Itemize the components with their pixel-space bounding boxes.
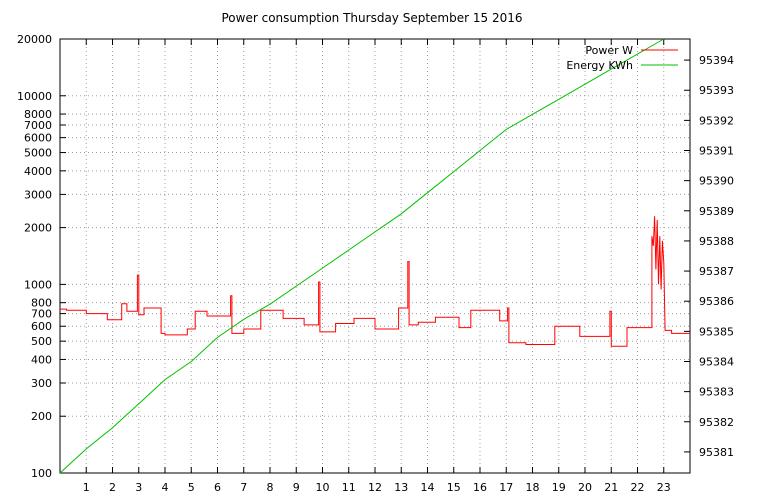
y-right-tick-label: 95392 [699,114,734,127]
y-left-tick-label: 7000 [24,119,52,132]
y-right-tick-label: 95382 [699,416,734,429]
y-right-tick-label: 95388 [699,235,734,248]
y-right-tick-label: 95391 [699,145,734,158]
y-right-tick-label: 95390 [699,175,734,188]
y-left-tick-label: 1000 [24,278,52,291]
y-right-tick-label: 95381 [699,446,734,459]
x-tick-label: 8 [267,481,274,494]
y-left-tick-label: 6000 [24,132,52,145]
y-left-tick-label: 400 [31,353,52,366]
legend-label: Power W [585,44,633,57]
grid-layer [60,39,690,473]
x-tick-label: 21 [604,481,618,494]
y-right-tick-label: 95385 [699,325,734,338]
y-right-tick-label: 95387 [699,265,734,278]
x-tick-label: 13 [394,481,408,494]
y-left-tick-label: 2000 [24,222,52,235]
y-right-tick-label: 95393 [699,84,734,97]
series-layer [59,38,690,474]
x-tick-label: 12 [368,481,382,494]
x-tick-label: 9 [293,481,300,494]
plot-frame [59,38,691,474]
series-line-energy-kwh [59,38,665,474]
y-right-tick-label: 95384 [699,355,734,368]
y-right-tick-label: 95394 [699,54,734,67]
legend-label: Energy KWh [566,59,633,72]
y-left-tick-label: 200 [31,410,52,423]
x-tick-label: 15 [447,481,461,494]
x-tick-label: 20 [578,481,592,494]
x-tick-label: 11 [342,481,356,494]
series-line-power-w [60,216,690,347]
x-tick-label: 1 [83,481,90,494]
x-tick-label: 2 [109,481,116,494]
x-tick-label: 18 [526,481,540,494]
x-tick-label: 10 [316,481,330,494]
y-left-tick-label: 5000 [24,147,52,160]
x-tick-label: 14 [421,481,435,494]
y-left-tick-label: 100 [31,467,52,480]
x-tick-label: 7 [240,481,247,494]
x-tick-label: 4 [162,481,169,494]
y-left-tick-label: 3000 [24,188,52,201]
y-left-tick-label: 500 [31,335,52,348]
y-left-tick-label: 8000 [24,108,52,121]
x-tick-label: 23 [657,481,671,494]
y-left-tick-label: 10000 [17,90,52,103]
x-tick-label: 6 [214,481,221,494]
y-left-tick-label: 600 [31,320,52,333]
chart-title: Power consumption Thursday September 15 … [222,11,523,25]
y-left-tick-label: 800 [31,297,52,310]
y-right-tick-label: 95389 [699,205,734,218]
x-tick-label: 3 [135,481,142,494]
x-tick-label: 22 [631,481,645,494]
y-left-tick-label: 700 [31,308,52,321]
x-tick-label: 17 [499,481,513,494]
x-tick-label: 5 [188,481,195,494]
x-tick-label: 19 [552,481,566,494]
y-right-tick-label: 95386 [699,295,734,308]
y-left-tick-label: 300 [31,377,52,390]
y-right-tick-label: 95383 [699,386,734,399]
legend: Power W Energy KWh [566,44,678,72]
x-tick-label: 16 [473,481,487,494]
y-left-tick-label: 20000 [17,33,52,46]
y-left-tick-label: 4000 [24,165,52,178]
